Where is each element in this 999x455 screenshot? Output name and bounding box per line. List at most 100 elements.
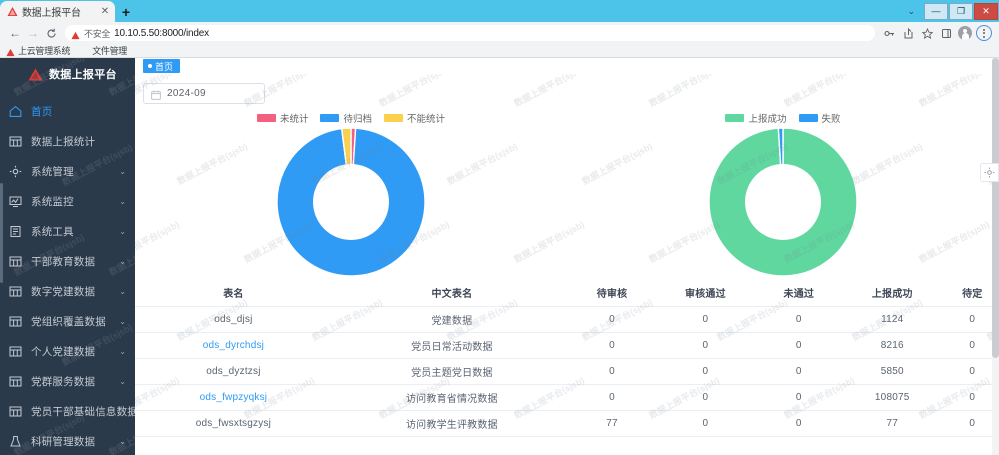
table-cell-tablename[interactable]: ods_dyrchdsj xyxy=(135,332,332,359)
share-icon[interactable] xyxy=(899,24,917,42)
table-column-header: 上报成功 xyxy=(838,280,946,307)
table-cell: 0 xyxy=(758,384,839,411)
sidebar-item-8[interactable]: 党组织覆盖数据 ⌄ xyxy=(0,306,135,336)
table-cell-tablename[interactable]: ods_fwsxtsgzysj xyxy=(135,410,332,437)
table-icon xyxy=(9,135,22,148)
bookmark-label: 文件管理 xyxy=(92,46,128,56)
table-row[interactable]: ods_dyztzsj 党员主题党日数据 0 0 0 5850 0 xyxy=(135,358,999,385)
minimize-button[interactable]: — xyxy=(924,2,948,20)
table-cell: 0 xyxy=(758,306,839,333)
sidebar-item-7[interactable]: 数字党建数据 ⌄ xyxy=(0,276,135,306)
table-row[interactable]: ods_djsj 党建数据 0 0 0 1124 0 xyxy=(135,306,999,333)
key-icon[interactable] xyxy=(880,24,898,42)
bookmark-item-file-manage[interactable]: 文件管理 xyxy=(80,44,127,57)
donut-center xyxy=(313,164,389,240)
address-bar[interactable]: 不安全 10.10.5.50:8000/index xyxy=(65,25,875,41)
table-cell: 0 xyxy=(945,410,999,437)
page-tab-home[interactable]: 首页 xyxy=(143,59,181,73)
legend-label: 失败 xyxy=(821,114,841,125)
month-datepicker[interactable]: 2024-09 xyxy=(143,83,265,104)
sidebar-item-10[interactable]: 党群服务数据 ⌄ xyxy=(0,366,135,396)
legend-item[interactable]: 待归档 xyxy=(320,111,372,125)
table-header-row: 表名 中文表名 待审核 审核通过 未通过 上报成功 待定 xyxy=(135,280,999,307)
donut-chart[interactable] xyxy=(708,127,858,277)
chevron-down-icon[interactable]: ⌄ xyxy=(119,256,126,266)
table-cell: 1124 xyxy=(838,306,946,333)
url-text[interactable]: 10.10.5.50:8000/index xyxy=(114,27,209,39)
back-icon[interactable]: ← xyxy=(9,26,21,40)
forward-icon[interactable]: → xyxy=(27,26,39,40)
flask-icon xyxy=(9,435,22,448)
settings-fab-button[interactable] xyxy=(980,163,999,182)
table-cell: 访问教育省情况数据 xyxy=(331,384,572,411)
chevron-down-icon[interactable]: ⌄ xyxy=(119,196,126,206)
legend-item[interactable]: 失败 xyxy=(798,111,841,125)
table-row[interactable]: ods_fwsxtsgzysj 访问教学生评教数据 77 0 0 77 0 xyxy=(135,410,999,437)
chevron-down-icon[interactable]: ⌄ xyxy=(907,5,915,16)
legend-swatch xyxy=(320,114,340,122)
table-row[interactable]: ods_fwpzyqksj 访问教育省情况数据 0 0 0 108075 0 xyxy=(135,384,999,411)
chevron-down-icon[interactable]: ⌄ xyxy=(119,376,126,386)
watermark-text: 数据上报平台(sjsb) xyxy=(714,451,789,455)
sidebar-item-9[interactable]: 个人党建数据 ⌄ xyxy=(0,336,135,366)
profile-avatar[interactable] xyxy=(956,24,974,42)
donut-chart[interactable] xyxy=(276,127,426,277)
content-area: 首页 2024-09 未统计 待归档 不能统计 xyxy=(135,58,999,455)
sidebar-item-label: 系统管理 xyxy=(31,165,74,178)
chevron-down-icon[interactable]: ⌄ xyxy=(119,346,126,356)
sidebar-item-12[interactable]: 科研管理数据 ⌄ xyxy=(0,426,135,455)
sidebar-item-label: 党组织覆盖数据 xyxy=(31,315,106,328)
menu-dots-icon[interactable] xyxy=(975,24,993,42)
maximize-button[interactable]: ❐ xyxy=(949,2,973,20)
chevron-down-icon[interactable]: ⌄ xyxy=(119,316,126,326)
table-icon xyxy=(9,375,22,388)
sidebar-item-2[interactable]: 数据上报统计 xyxy=(0,126,135,156)
close-icon[interactable]: ✕ xyxy=(100,6,110,17)
sidepanel-icon[interactable] xyxy=(937,24,955,42)
content-scrollbar-track[interactable] xyxy=(992,58,999,455)
charts-row: 未统计 待归档 不能统计 上报成功 失败 xyxy=(135,104,999,277)
chevron-down-icon[interactable]: ⌄ xyxy=(119,166,126,176)
bookmark-label: 上云管理系统 xyxy=(18,46,71,56)
sidebar-item-1[interactable]: 首页 xyxy=(0,96,135,126)
not-secure-icon xyxy=(71,29,80,39)
new-tab-button[interactable]: + xyxy=(121,3,131,20)
sidebar-item-label: 干部教育数据 xyxy=(31,255,96,268)
table-cell: 5850 xyxy=(838,358,946,385)
bookmark-item-cloud-admin[interactable]: 上云管理系统 xyxy=(6,44,71,57)
sidebar-item-5[interactable]: 系统工具 ⌄ xyxy=(0,216,135,246)
table-body: ods_djsj 党建数据 0 0 0 1124 0 ods_dyrchdsj 党员日常活动数据… xyxy=(135,306,999,437)
legend-swatch xyxy=(798,114,818,122)
table-cell: 77 xyxy=(571,410,653,437)
table-cell: 0 xyxy=(945,384,999,411)
legend-swatch xyxy=(725,114,745,122)
table-cell: 0 xyxy=(571,306,653,333)
sidebar-item-label: 数字党建数据 xyxy=(31,285,96,298)
close-window-button[interactable]: ✕ xyxy=(974,2,998,20)
content-scrollbar-thumb[interactable] xyxy=(992,58,999,358)
chevron-down-icon[interactable]: ⌄ xyxy=(119,436,126,446)
reload-icon[interactable] xyxy=(42,24,60,42)
legend-item[interactable]: 不能统计 xyxy=(384,111,445,125)
chart-legend: 上报成功 失败 xyxy=(725,108,841,128)
sidebar-scrollbar[interactable] xyxy=(0,183,3,283)
table-row[interactable]: ods_dyrchdsj 党员日常活动数据 0 0 0 8216 0 xyxy=(135,332,999,359)
table-cell-tablename[interactable]: ods_fwpzyqksj xyxy=(135,384,332,411)
legend-item[interactable]: 未统计 xyxy=(256,111,308,125)
chevron-down-icon[interactable]: ⌄ xyxy=(119,226,126,236)
browser-tab[interactable]: 数据上报平台 ✕ xyxy=(0,1,115,22)
sidebar-item-6[interactable]: 干部教育数据 ⌄ xyxy=(0,246,135,276)
table-column-header: 中文表名 xyxy=(331,280,572,307)
legend-label: 不能统计 xyxy=(407,114,446,125)
chevron-down-icon[interactable]: ⌄ xyxy=(119,286,126,296)
sidebar: 数据上报平台 首页 数据上报统计 系统管理 ⌄ 系统监控 ⌄ 系统工具 ⌄ 干部教育数据 ⌄ 数字党… xyxy=(0,58,135,455)
security-status-text: 不安全 xyxy=(84,28,111,39)
sidebar-item-3[interactable]: 系统管理 ⌄ xyxy=(0,156,135,186)
sidebar-item-11[interactable]: 党员干部基础信息数据⌄ xyxy=(0,396,135,426)
table-cell-tablename[interactable]: ods_dyztzsj xyxy=(135,358,332,385)
sidebar-item-4[interactable]: 系统监控 ⌄ xyxy=(0,186,135,216)
legend-item[interactable]: 上报成功 xyxy=(725,111,787,125)
star-icon[interactable] xyxy=(918,24,936,42)
table-icon xyxy=(9,405,22,418)
table-cell-tablename[interactable]: ods_djsj xyxy=(135,306,332,333)
